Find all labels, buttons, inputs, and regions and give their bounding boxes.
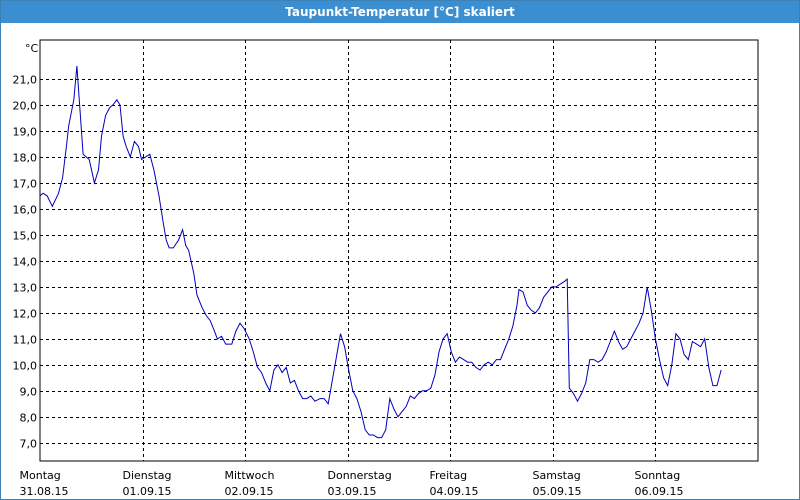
x-tick-date: 01.09.15 (123, 485, 172, 498)
y-tick-label: 9,0 (20, 386, 38, 399)
y-tick-label: 7,0 (20, 438, 38, 451)
y-tick-label: 8,0 (20, 412, 38, 425)
x-tick-day: Freitag (430, 469, 468, 482)
x-tick-date: 06.09.15 (635, 485, 684, 498)
y-unit-label: °C (25, 42, 39, 55)
x-tick-date: 02.09.15 (225, 485, 274, 498)
series-line (39, 65, 722, 439)
x-tick-day: Sonntag (635, 469, 681, 482)
x-tick-day: Dienstag (123, 469, 172, 482)
x-tick-day: Samstag (533, 469, 581, 482)
y-tick-label: 19,0 (13, 126, 38, 139)
x-tick-day: Donnerstag (328, 469, 392, 482)
window-title: Taupunkt-Temperatur [°C] skaliert (1, 1, 799, 23)
x-axis-labels: Montag 31.08.15 Dienstag 01.09.15 Mittwoch 02… (20, 469, 684, 498)
y-tick-label: 16,0 (13, 204, 38, 217)
x-tick-date: 31.08.15 (20, 485, 69, 498)
y-axis-labels: 7,0 8,0 9,0 10,0 11,0 12,0 13,0 14,0 15,0 16,0 17,… (13, 74, 38, 451)
y-tick-label: 14,0 (13, 256, 38, 269)
y-tick-label: 11,0 (13, 334, 38, 347)
x-tick-date: 05.09.15 (533, 485, 582, 498)
plot-area (39, 39, 759, 462)
y-tick-label: 17,0 (13, 178, 38, 191)
y-tick-label: 10,0 (13, 360, 38, 373)
x-tick-day: Mittwoch (225, 469, 275, 482)
grid (40, 40, 758, 461)
x-tick-date: 04.09.15 (430, 485, 479, 498)
x-tick-date: 03.09.15 (328, 485, 377, 498)
y-tick-label: 15,0 (13, 230, 38, 243)
y-tick-label: 20,0 (13, 100, 38, 113)
y-tick-label: 18,0 (13, 152, 38, 165)
y-tick-label: 13,0 (13, 282, 38, 295)
x-tick-day: Montag (20, 469, 61, 482)
y-tick-label: 21,0 (13, 74, 38, 87)
y-tick-label: 12,0 (13, 308, 38, 321)
